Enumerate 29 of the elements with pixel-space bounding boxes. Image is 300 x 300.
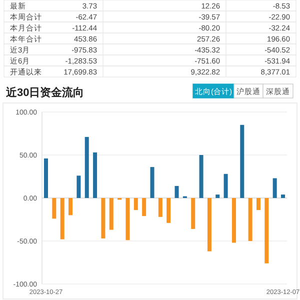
bar (109, 198, 114, 230)
chart-title: 近30日资金流向 (5, 86, 84, 99)
bar (142, 198, 146, 216)
bar (256, 198, 260, 210)
bar (216, 194, 220, 198)
bar (44, 158, 48, 198)
bar (68, 198, 73, 216)
bar (248, 198, 252, 241)
bar (158, 198, 162, 217)
bar (199, 155, 204, 198)
bar (272, 178, 277, 198)
bar (232, 198, 236, 243)
bar (84, 136, 89, 198)
bar (76, 176, 81, 198)
bar (150, 167, 154, 198)
bar (207, 198, 212, 252)
bar (126, 198, 130, 240)
bar (101, 198, 106, 238)
bar (224, 174, 228, 198)
bar (52, 198, 56, 219)
bar (264, 198, 269, 264)
bar (240, 124, 244, 198)
bar (281, 194, 285, 198)
bar (134, 198, 138, 210)
bar (191, 198, 196, 229)
bar (174, 186, 179, 198)
bar (60, 198, 64, 240)
bar (166, 198, 171, 223)
bar (93, 152, 98, 198)
